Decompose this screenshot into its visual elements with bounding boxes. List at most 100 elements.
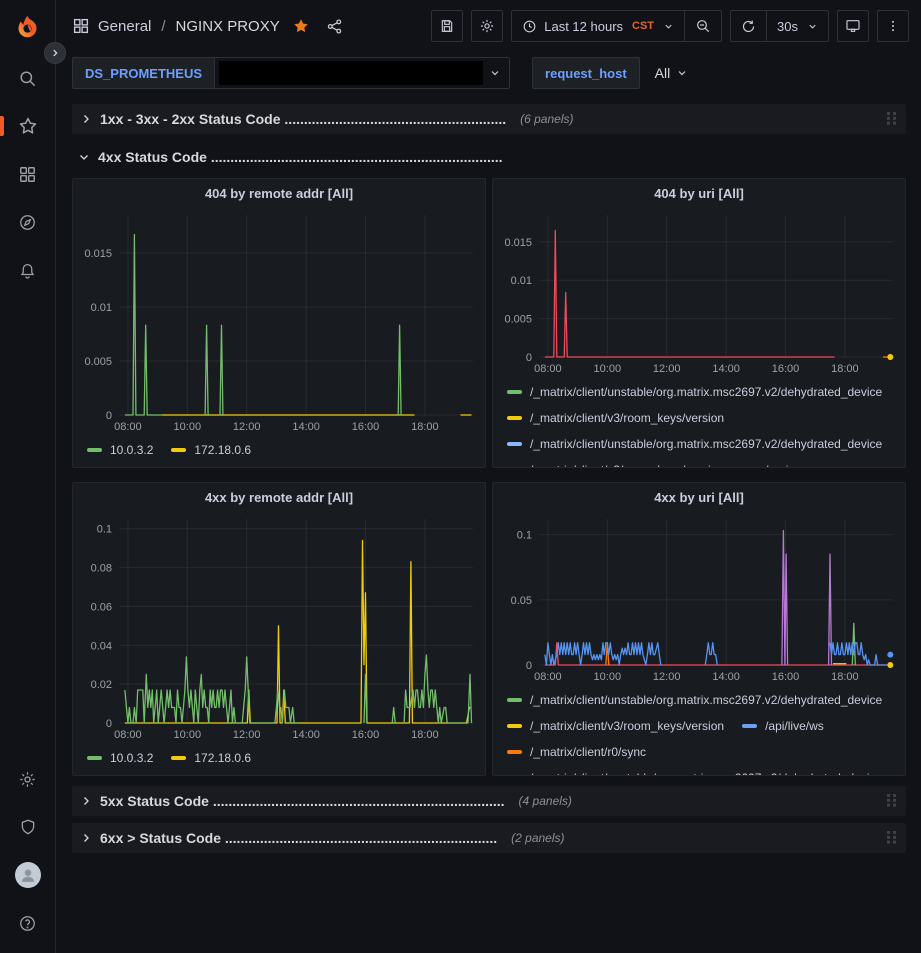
row-5xx[interactable]: 5xx Status Code ........................… xyxy=(72,786,906,816)
sidebar-item-explore[interactable] xyxy=(0,198,56,246)
svg-text:16:00: 16:00 xyxy=(772,671,800,683)
panel-title[interactable]: 404 by remote addr [All] xyxy=(204,185,354,201)
request-host-select[interactable]: All xyxy=(644,57,700,89)
svg-text:0.04: 0.04 xyxy=(91,640,112,652)
svg-text:0.01: 0.01 xyxy=(511,275,532,287)
legend-item[interactable]: /_matrix/client/unstable/org.matrix.msc2… xyxy=(507,771,882,775)
legend-item[interactable]: /api/live/ws xyxy=(742,719,824,733)
legend-label: /_matrix/client/unstable/org.matrix.msc2… xyxy=(530,771,882,775)
legend-item[interactable]: /_matrix/client/v3/room_keys/version xyxy=(507,463,724,467)
chart-legend: 10.0.3.2 172.18.0.6 xyxy=(73,743,485,775)
legend-label: /_matrix/client/v3/room_keys/version xyxy=(530,463,724,467)
legend-label: 10.0.3.2 xyxy=(110,443,154,457)
svg-text:12:00: 12:00 xyxy=(653,671,681,683)
legend-label: /_matrix/client/unstable/org.matrix.msc2… xyxy=(530,385,883,399)
legend-swatch xyxy=(507,416,522,420)
row-6xx[interactable]: 6xx > Status Code ......................… xyxy=(72,823,906,853)
ds-prometheus-select[interactable] xyxy=(214,57,511,89)
drag-handle-icon[interactable] xyxy=(886,793,898,809)
legend-label: /_matrix/client/r0/sync xyxy=(530,745,647,759)
bell-icon xyxy=(20,263,35,279)
more-options-button[interactable] xyxy=(877,10,909,42)
dashboard-settings-button[interactable] xyxy=(471,10,504,42)
sidebar-item-search[interactable] xyxy=(0,54,56,102)
sidebar-item-help[interactable] xyxy=(0,899,56,947)
time-series-chart[interactable]: 0 0.005 0.01 0.015 08:00 10:00 12:00 14:00 16:00… xyxy=(493,207,905,377)
chevron-right-icon xyxy=(84,115,89,123)
sidebar-item-server-admin[interactable] xyxy=(0,803,56,851)
grafana-logo[interactable] xyxy=(0,0,56,54)
gear-icon xyxy=(481,19,494,33)
time-range-picker[interactable]: Last 12 hours CST xyxy=(512,11,684,41)
share-icon[interactable] xyxy=(326,18,343,35)
sidebar-item-profile[interactable] xyxy=(0,851,56,899)
sidebar-item-dashboards[interactable] xyxy=(0,150,56,198)
breadcrumb-separator: / xyxy=(161,17,166,35)
legend-item[interactable]: 10.0.3.2 xyxy=(87,443,153,457)
refresh-interval-label: 30s xyxy=(777,18,798,34)
legend-item[interactable]: /_matrix/client/unstable/org.matrix.msc2… xyxy=(507,693,882,707)
legend-swatch xyxy=(507,750,522,754)
legend-item[interactable]: /_matrix/client/v3/room_keys/version xyxy=(507,719,724,733)
row-4xx[interactable]: 4xx Status Code ........................… xyxy=(72,142,906,172)
breadcrumb-folder[interactable]: General xyxy=(98,17,152,35)
monitor-icon xyxy=(846,20,860,32)
time-series-chart[interactable]: 0 0.05 0.1 08:00 10:00 12:00 14:00 16:00 18:00 xyxy=(493,511,905,685)
svg-text:10:00: 10:00 xyxy=(174,421,202,433)
time-series-chart[interactable]: 0 0.02 0.04 0.06 0.08 0.1 08:00 10:00 12:00 14:00… xyxy=(73,511,485,743)
legend-swatch xyxy=(171,448,187,452)
legend-item[interactable]: /_matrix/client/unstable/org.matrix.msc2… xyxy=(507,385,882,399)
breadcrumb: General / NGINX PROXY xyxy=(72,17,343,35)
legend-row: /_matrix/client/r0/sync xyxy=(507,739,895,765)
legend-item[interactable]: 172.18.0.6 xyxy=(171,751,251,765)
sidebar-item-configuration[interactable] xyxy=(0,755,56,803)
legend-item[interactable]: 10.0.3.2 xyxy=(87,751,153,765)
svg-text:0.015: 0.015 xyxy=(504,237,532,249)
legend-label: /_matrix/client/v3/room_keys/version xyxy=(530,411,725,425)
page-title[interactable]: NGINX PROXY xyxy=(175,17,280,35)
shield-icon xyxy=(21,819,34,835)
sidebar-expand-button[interactable] xyxy=(44,42,66,64)
drag-handle-icon[interactable] xyxy=(886,830,898,846)
svg-text:12:00: 12:00 xyxy=(233,421,261,433)
legend-item[interactable]: /_matrix/client/v3/room_keys/version xyxy=(507,411,724,425)
panel-title[interactable]: 4xx by uri [All] xyxy=(654,489,744,505)
chevron-down-icon xyxy=(491,71,499,76)
sidebar-item-starred[interactable] xyxy=(0,102,56,150)
legend-item[interactable]: /_matrix/client/unstable/org.matrix.msc2… xyxy=(507,437,882,451)
variables-row: DS_PROMETHEUS request_host All xyxy=(56,52,921,94)
legend-label: /api/live/ws xyxy=(765,719,824,733)
legend-label: 10.0.3.2 xyxy=(110,751,154,765)
panel-title[interactable]: 404 by uri [All] xyxy=(654,185,744,201)
save-dashboard-button[interactable] xyxy=(431,10,464,42)
row-1xx-3xx-2xx[interactable]: 1xx - 3xx - 2xx Status Code ............… xyxy=(72,104,906,134)
legend-swatch xyxy=(742,724,758,728)
main-area: General / NGINX PROXY Last 12 hours C xyxy=(56,0,921,953)
timezone-label: CST xyxy=(632,20,655,32)
legend-row: 10.0.3.2 172.18.0.6 xyxy=(87,745,475,771)
time-series-chart[interactable]: 0 0.005 0.01 0.015 08:00 10:00 12:00 14:00 16:00… xyxy=(73,207,485,435)
svg-text:08:00: 08:00 xyxy=(534,671,562,683)
sidebar-item-alerting[interactable] xyxy=(0,246,56,294)
chevron-down-icon xyxy=(678,71,686,76)
legend-item[interactable]: 172.18.0.6 xyxy=(171,443,251,457)
chevron-down-icon xyxy=(665,24,672,29)
dashboard-content: 1xx - 3xx - 2xx Status Code ............… xyxy=(56,94,921,953)
chevron-right-icon xyxy=(84,797,89,805)
refresh-interval-picker[interactable]: 30s xyxy=(766,11,828,41)
dashboard-header: General / NGINX PROXY Last 12 hours C xyxy=(56,0,921,52)
zoom-out-button[interactable] xyxy=(684,11,721,41)
legend-label: 172.18.0.6 xyxy=(194,751,252,765)
star-filled-icon[interactable] xyxy=(292,17,310,35)
svg-text:12:00: 12:00 xyxy=(233,729,261,741)
drag-handle-icon[interactable] xyxy=(886,111,898,127)
legend-item[interactable]: /sw.js xyxy=(742,463,794,467)
cycle-view-mode-button[interactable] xyxy=(837,10,869,42)
legend-label: 172.18.0.6 xyxy=(194,443,252,457)
time-picker-group: Last 12 hours CST xyxy=(511,10,723,42)
legend-row: /_matrix/client/unstable/org.matrix.msc2… xyxy=(507,687,895,713)
svg-text:14:00: 14:00 xyxy=(712,671,740,683)
legend-item[interactable]: /_matrix/client/r0/sync xyxy=(507,745,646,759)
refresh-button[interactable] xyxy=(731,11,766,41)
panel-title[interactable]: 4xx by remote addr [All] xyxy=(204,489,354,505)
